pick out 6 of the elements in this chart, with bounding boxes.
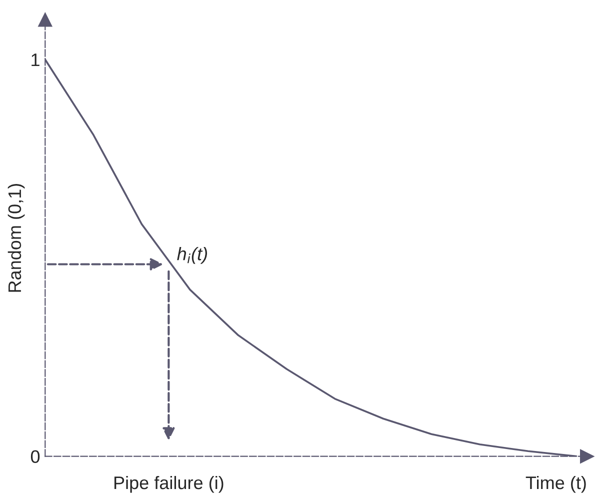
y-tick-label: 1 bbox=[32, 54, 40, 66]
annotation: h$_{i}$(t) bbox=[177, 247, 207, 264]
y-axis-title: Random (0,1) bbox=[8, 184, 25, 292]
y-tick-label: 0 bbox=[30, 450, 40, 464]
text: Pipe failure (i) bbox=[114, 476, 224, 493]
x-axis-title: Time (t) bbox=[526, 476, 586, 493]
